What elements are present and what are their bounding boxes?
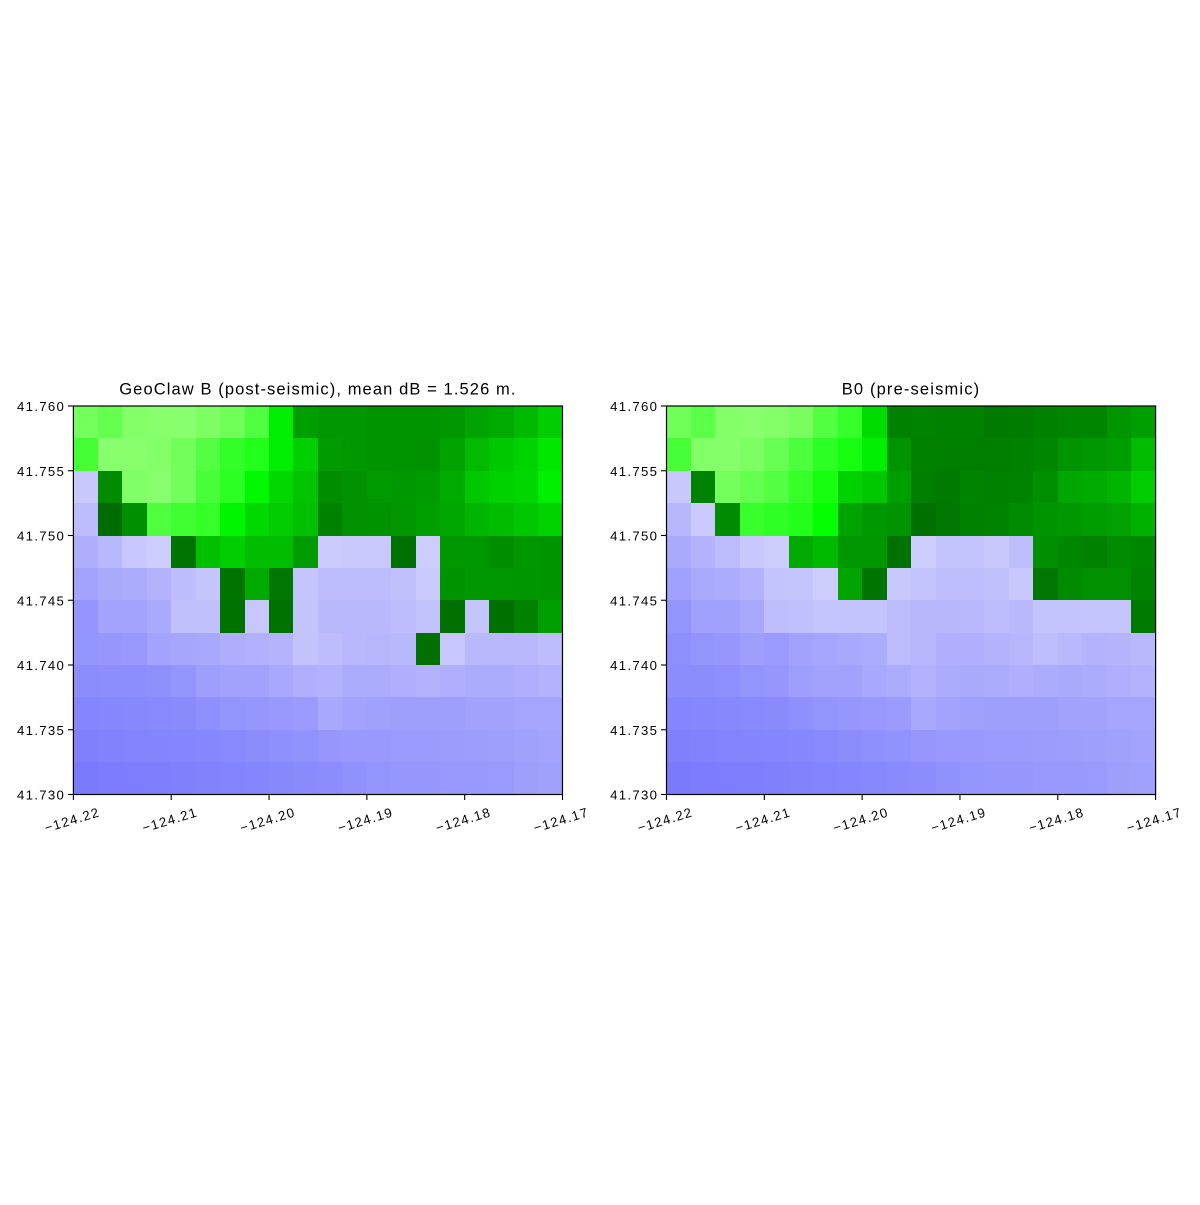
svg-text:GeoClaw B (post-seismic), mean: GeoClaw B (post-seismic), mean dB = 1.52… — [119, 380, 516, 398]
svg-text:41.745: 41.745 — [610, 593, 658, 608]
svg-text:41.740: 41.740 — [17, 658, 65, 673]
svg-text:41.735: 41.735 — [610, 723, 658, 738]
svg-text:B0 (pre-seismic): B0 (pre-seismic) — [842, 380, 981, 398]
svg-text:41.745: 41.745 — [17, 593, 65, 608]
svg-text:41.735: 41.735 — [17, 723, 65, 738]
svg-text:41.755: 41.755 — [610, 464, 658, 479]
svg-text:41.760: 41.760 — [610, 399, 658, 414]
svg-text:41.750: 41.750 — [610, 529, 658, 544]
svg-text:41.755: 41.755 — [17, 464, 65, 479]
svg-text:41.740: 41.740 — [610, 658, 658, 673]
svg-text:41.730: 41.730 — [17, 788, 65, 803]
svg-text:41.760: 41.760 — [17, 399, 65, 414]
svg-text:41.750: 41.750 — [17, 529, 65, 544]
svg-text:41.730: 41.730 — [610, 788, 658, 803]
